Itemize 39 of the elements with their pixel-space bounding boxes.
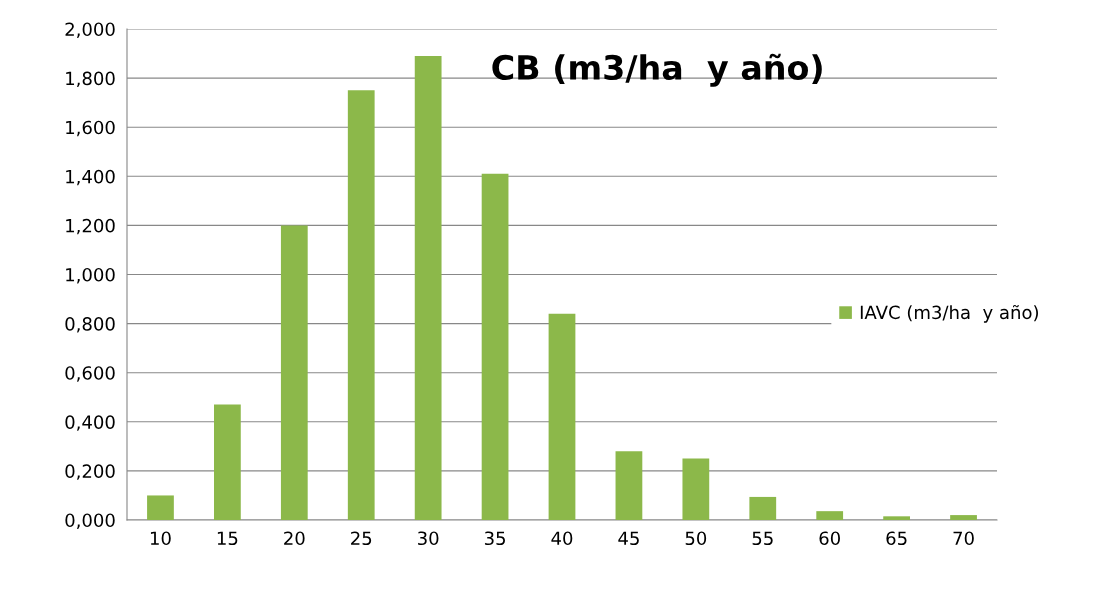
y-tick-label: 1,600 — [66, 120, 115, 137]
x-tick-label: 35 — [484, 531, 505, 546]
x-tick-label: 65 — [886, 531, 907, 546]
bar — [214, 404, 241, 520]
y-tick-label: 1,200 — [66, 218, 115, 235]
y-tick-label: 0,000 — [65, 513, 115, 529]
bar — [414, 56, 442, 520]
bar — [950, 515, 977, 520]
y-tick-label: 1,800 — [66, 71, 115, 88]
x-tick-label: 40 — [551, 531, 573, 546]
x-tick-label: 20 — [284, 531, 305, 546]
y-tick-label: 1,000 — [66, 267, 115, 284]
x-tick-label: 70 — [953, 531, 974, 546]
x-tick-label: 55 — [752, 531, 773, 546]
x-tick-label: 50 — [685, 531, 707, 546]
bar — [347, 90, 375, 520]
x-tick-label: 15 — [217, 531, 238, 546]
x-tick-label: 60 — [819, 531, 840, 546]
y-tick-label: 0,600 — [65, 366, 115, 382]
bar — [615, 451, 643, 520]
legend-label: IAVC (m3/ha y año) — [860, 304, 1038, 323]
bar — [481, 173, 509, 520]
bar — [883, 516, 910, 520]
x-tick-label: 30 — [418, 531, 439, 546]
y-tick-label: 0,400 — [65, 415, 115, 431]
y-tick-label: 1,400 — [66, 169, 115, 186]
x-tick-label: 45 — [618, 531, 639, 546]
text: CB (m3/ha y año) — [492, 53, 822, 87]
y-tick-label: 0,800 — [65, 317, 115, 333]
bar — [147, 495, 174, 520]
x-tick-label: 10 — [150, 531, 171, 546]
bar — [749, 496, 777, 520]
y-tick-label: 0,200 — [65, 464, 115, 480]
x-tick-label: 25 — [351, 531, 372, 546]
bar — [280, 225, 308, 520]
bar — [682, 458, 710, 520]
bar — [548, 313, 576, 520]
bar — [816, 511, 844, 520]
y-tick-label: 2,000 — [65, 22, 115, 38]
